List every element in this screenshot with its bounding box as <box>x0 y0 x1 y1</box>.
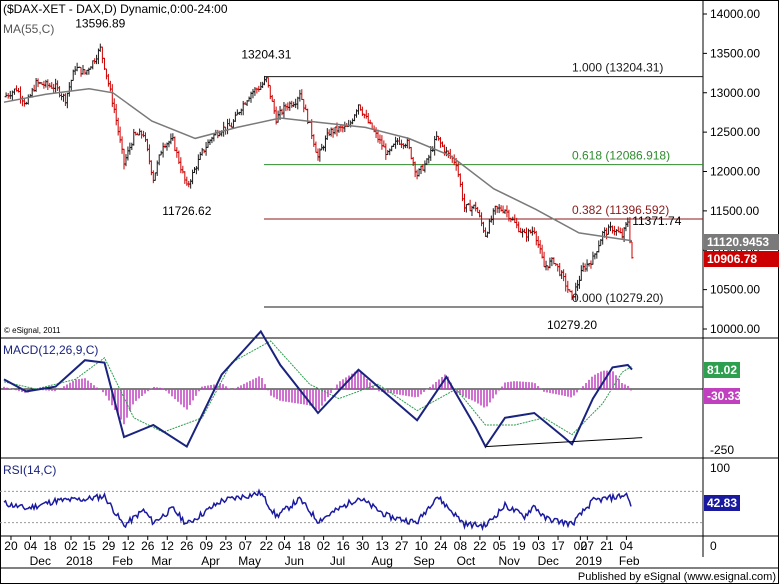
fib-level-label: 0.000 (10279.20) <box>572 291 663 305</box>
macd-marker-box <box>704 362 740 378</box>
time-month-label: May <box>238 554 261 568</box>
fib-level-label: 0.618 (12086.918) <box>572 149 670 163</box>
price-tick-label: 14000.00 <box>710 7 760 21</box>
macd-label: MACD(12,26,9,C) <box>3 343 98 357</box>
rsi-line <box>3 488 632 532</box>
time-day-label: 24 <box>434 539 448 553</box>
time-day-label: 09 <box>200 539 214 553</box>
time-day-label: 04 <box>620 539 634 553</box>
time-month-label: Sep <box>413 554 435 568</box>
time-day-label: 04 <box>278 539 292 553</box>
time-day-label: 19 <box>512 539 526 553</box>
time-day-label: 03 <box>532 539 546 553</box>
copyright-text: © eSignal, 2011 <box>4 326 61 335</box>
time-day-label: 16 <box>336 539 350 553</box>
time-month-label: Feb <box>619 554 640 568</box>
price-tick-label: 12000.00 <box>710 165 760 179</box>
price-marker-box <box>704 234 779 250</box>
time-month-label: Jul <box>330 554 345 568</box>
time-day-label: 20 <box>4 539 18 553</box>
price-marker-box <box>704 251 779 267</box>
time-day-label: 21 <box>600 539 614 553</box>
price-tick-label: 13500.00 <box>710 46 760 60</box>
fib-level-label: 1.000 (13204.31) <box>572 61 663 75</box>
rsi-marker-box <box>704 495 740 511</box>
rsi-marker-label: 42.83 <box>707 496 737 510</box>
time-day-label: 12 <box>122 539 136 553</box>
time-month-label: Aug <box>372 554 393 568</box>
time-day-label: 07 <box>581 539 595 553</box>
time-day-label: 22 <box>473 539 487 553</box>
time-day-label: 23 <box>219 539 233 553</box>
time-day-label: 26 <box>141 539 155 553</box>
macd-marker-label: -30.33 <box>707 389 741 403</box>
price-tick-label: 13000.00 <box>710 86 760 100</box>
time-month-label: 2018 <box>66 554 93 568</box>
footer-text: Published by eSignal (www.esignal.com) <box>578 571 776 583</box>
price-tick-label: 10000.00 <box>710 322 760 336</box>
rsi-tick-label: 0 <box>710 539 717 553</box>
chart-title: ($DAX-XET - DAX,D) Dynamic,0:00-24:00 <box>3 2 228 16</box>
time-day-label: 08 <box>454 539 468 553</box>
rsi-label: RSI(14,C) <box>3 463 56 477</box>
fib-level-label: 0.382 (11396.592) <box>572 203 669 217</box>
time-day-label: 12 <box>161 539 175 553</box>
ma-55-line <box>3 88 633 242</box>
time-day-label: 15 <box>82 539 96 553</box>
time-month-label: Mar <box>151 554 172 568</box>
ma-label: MA(55,C) <box>3 22 54 36</box>
time-day-label: 02 <box>574 539 588 553</box>
time-day-label: 02 <box>64 539 78 553</box>
time-day-label: 18 <box>297 539 311 553</box>
price-tick-label: 11500.00 <box>710 204 759 218</box>
time-day-label: 05 <box>493 539 507 553</box>
price-annotation: 13596.89 <box>75 17 125 31</box>
macd-marker-label: 81.02 <box>707 363 737 377</box>
rsi-tick-label: 100 <box>710 461 730 475</box>
time-day-label: 13 <box>376 539 390 553</box>
price-tick-label: 12500.00 <box>710 125 760 139</box>
time-day-label: 26 <box>180 539 194 553</box>
price-marker-label: 10906.78 <box>707 252 757 266</box>
time-month-label: Dec <box>30 554 51 568</box>
macd-signal-line <box>3 340 633 436</box>
macd-tick-label: -250 <box>710 443 734 457</box>
macd-divergence-line <box>485 437 643 448</box>
time-day-label: 22 <box>260 539 274 553</box>
price-annotation: 11371.74 <box>632 214 681 228</box>
time-day-label: 17 <box>551 539 565 553</box>
price-annotation: 11726.62 <box>162 204 211 218</box>
macd-marker-box <box>704 388 740 404</box>
time-month-label: Dec <box>538 554 559 568</box>
time-day-label: 02 <box>317 539 331 553</box>
macd-line <box>3 329 633 449</box>
price-annotation: 10279.20 <box>547 318 597 332</box>
time-month-label: Jun <box>285 554 304 568</box>
price-tick-label: 10500.00 <box>710 283 760 297</box>
price-annotation: 13204.31 <box>241 48 291 62</box>
time-day-label: 04 <box>24 539 38 553</box>
price-marker-label: 11120.9453 <box>707 235 769 249</box>
time-day-label: 07 <box>239 539 253 553</box>
time-month-label: Nov <box>499 554 520 568</box>
time-day-label: 10 <box>415 539 429 553</box>
time-day-label: 18 <box>43 539 57 553</box>
time-month-label: 2019 <box>575 554 602 568</box>
time-day-label: 30 <box>356 539 370 553</box>
time-day-label: 27 <box>395 539 409 553</box>
time-month-label: Feb <box>112 554 133 568</box>
time-month-label: Oct <box>457 554 476 568</box>
time-day-label: 29 <box>102 539 116 553</box>
time-month-label: Apr <box>201 554 220 568</box>
